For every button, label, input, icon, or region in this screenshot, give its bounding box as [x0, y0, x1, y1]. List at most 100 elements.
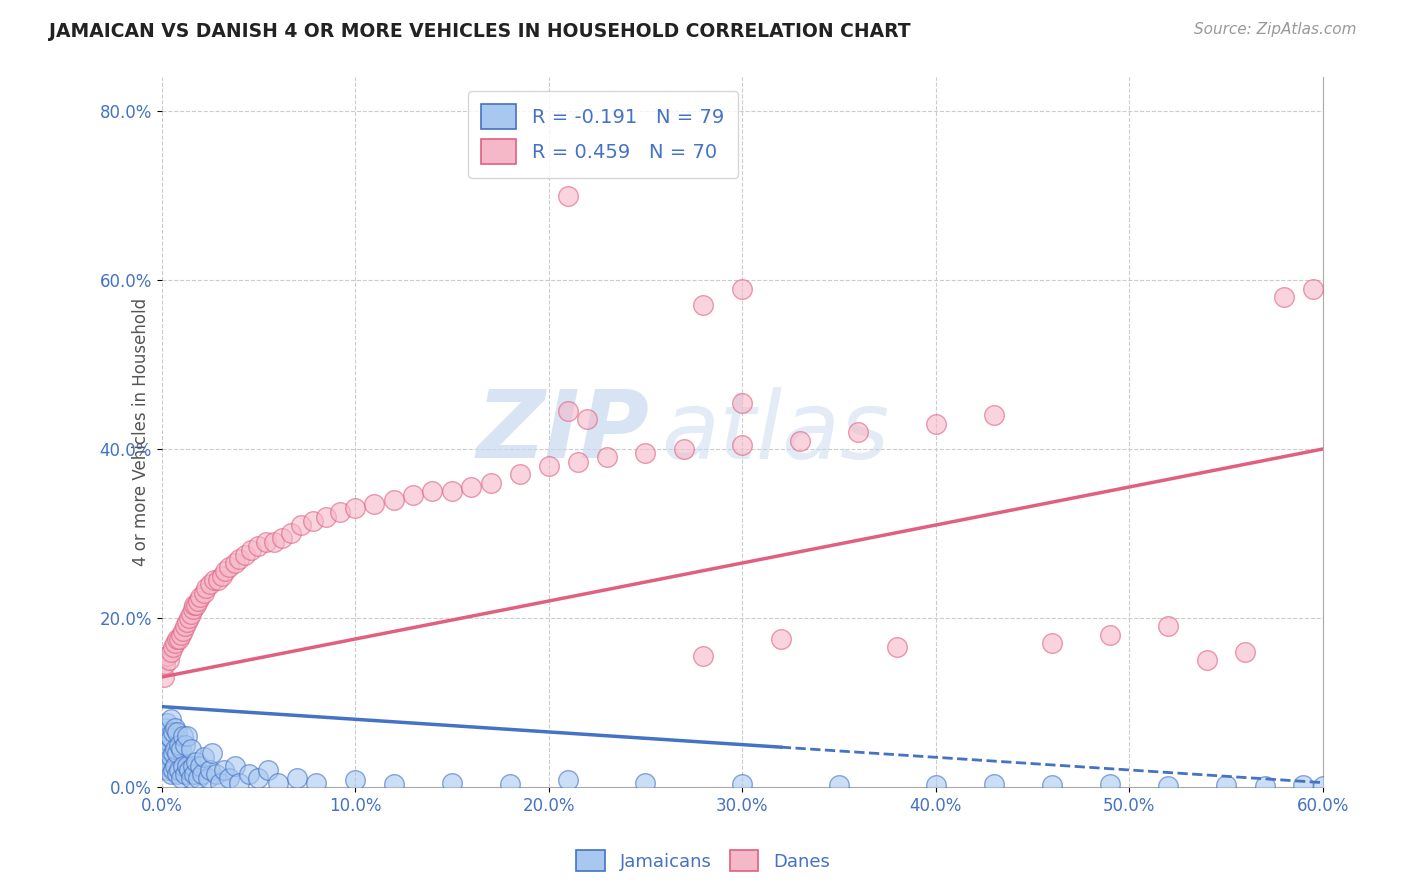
- Legend: R = -0.191   N = 79, R = 0.459   N = 70: R = -0.191 N = 79, R = 0.459 N = 70: [468, 91, 738, 178]
- Point: [224, 556, 246, 570]
- Point: [170, 628, 193, 642]
- Point: [166, 746, 188, 760]
- Point: [198, 763, 221, 777]
- Point: [218, 560, 240, 574]
- Point: [214, 565, 236, 579]
- Point: [692, 648, 714, 663]
- Point: [731, 438, 754, 452]
- Point: [186, 755, 208, 769]
- Text: ZIP: ZIP: [477, 386, 650, 478]
- Point: [1040, 778, 1063, 792]
- Point: [731, 777, 754, 791]
- Point: [157, 742, 180, 756]
- Point: [509, 467, 531, 482]
- Point: [172, 729, 194, 743]
- Point: [789, 434, 811, 448]
- Point: [247, 772, 270, 786]
- Point: [238, 767, 260, 781]
- Point: [180, 607, 202, 621]
- Point: [157, 653, 180, 667]
- Text: atlas: atlas: [661, 386, 889, 477]
- Point: [170, 742, 193, 756]
- Point: [1098, 628, 1121, 642]
- Point: [983, 777, 1005, 791]
- Point: [155, 746, 177, 760]
- Point: [166, 767, 188, 781]
- Point: [285, 772, 308, 786]
- Point: [173, 619, 195, 633]
- Point: [344, 773, 367, 788]
- Point: [176, 615, 198, 629]
- Point: [315, 509, 337, 524]
- Point: [188, 758, 211, 772]
- Legend: Jamaicans, Danes: Jamaicans, Danes: [569, 843, 837, 879]
- Point: [166, 632, 188, 646]
- Point: [166, 725, 188, 739]
- Point: [201, 746, 224, 760]
- Point: [731, 395, 754, 409]
- Point: [382, 777, 405, 791]
- Point: [172, 758, 194, 772]
- Point: [460, 480, 482, 494]
- Point: [440, 775, 463, 789]
- Point: [280, 526, 302, 541]
- Point: [193, 585, 215, 599]
- Point: [204, 767, 226, 781]
- Point: [382, 492, 405, 507]
- Point: [188, 590, 211, 604]
- Point: [155, 657, 177, 672]
- Point: [191, 767, 214, 781]
- Point: [886, 640, 908, 655]
- Point: [1272, 290, 1295, 304]
- Point: [195, 582, 218, 596]
- Point: [576, 412, 599, 426]
- Point: [1157, 779, 1180, 793]
- Point: [440, 484, 463, 499]
- Point: [233, 548, 256, 562]
- Point: [173, 767, 195, 781]
- Point: [157, 758, 180, 772]
- Point: [828, 778, 851, 792]
- Point: [162, 746, 184, 760]
- Point: [846, 425, 869, 439]
- Point: [172, 624, 194, 638]
- Point: [267, 775, 290, 789]
- Point: [160, 767, 183, 781]
- Point: [165, 721, 187, 735]
- Point: [183, 599, 205, 613]
- Text: JAMAICAN VS DANISH 4 OR MORE VEHICLES IN HOUSEHOLD CORRELATION CHART: JAMAICAN VS DANISH 4 OR MORE VEHICLES IN…: [49, 22, 911, 41]
- Point: [155, 733, 177, 747]
- Point: [1234, 645, 1257, 659]
- Point: [1157, 619, 1180, 633]
- Point: [152, 670, 174, 684]
- Point: [170, 772, 193, 786]
- Point: [207, 573, 229, 587]
- Point: [156, 747, 179, 762]
- Point: [257, 763, 280, 777]
- Point: [228, 775, 250, 789]
- Point: [183, 767, 205, 781]
- Point: [479, 475, 502, 490]
- Point: [983, 409, 1005, 423]
- Point: [181, 758, 204, 772]
- Point: [634, 446, 657, 460]
- Point: [557, 773, 579, 788]
- Point: [329, 505, 352, 519]
- Point: [1040, 636, 1063, 650]
- Point: [499, 777, 522, 791]
- Point: [557, 188, 579, 202]
- Point: [176, 729, 198, 743]
- Point: [165, 636, 187, 650]
- Point: [160, 731, 183, 745]
- Point: [160, 645, 183, 659]
- Point: [422, 484, 444, 499]
- Point: [186, 599, 208, 613]
- Point: [270, 531, 292, 545]
- Point: [692, 298, 714, 312]
- Point: [595, 450, 617, 465]
- Point: [180, 772, 202, 786]
- Point: [167, 738, 190, 752]
- Y-axis label: 4 or more Vehicles in Household: 4 or more Vehicles in Household: [132, 298, 150, 566]
- Point: [1195, 653, 1218, 667]
- Point: [224, 758, 246, 772]
